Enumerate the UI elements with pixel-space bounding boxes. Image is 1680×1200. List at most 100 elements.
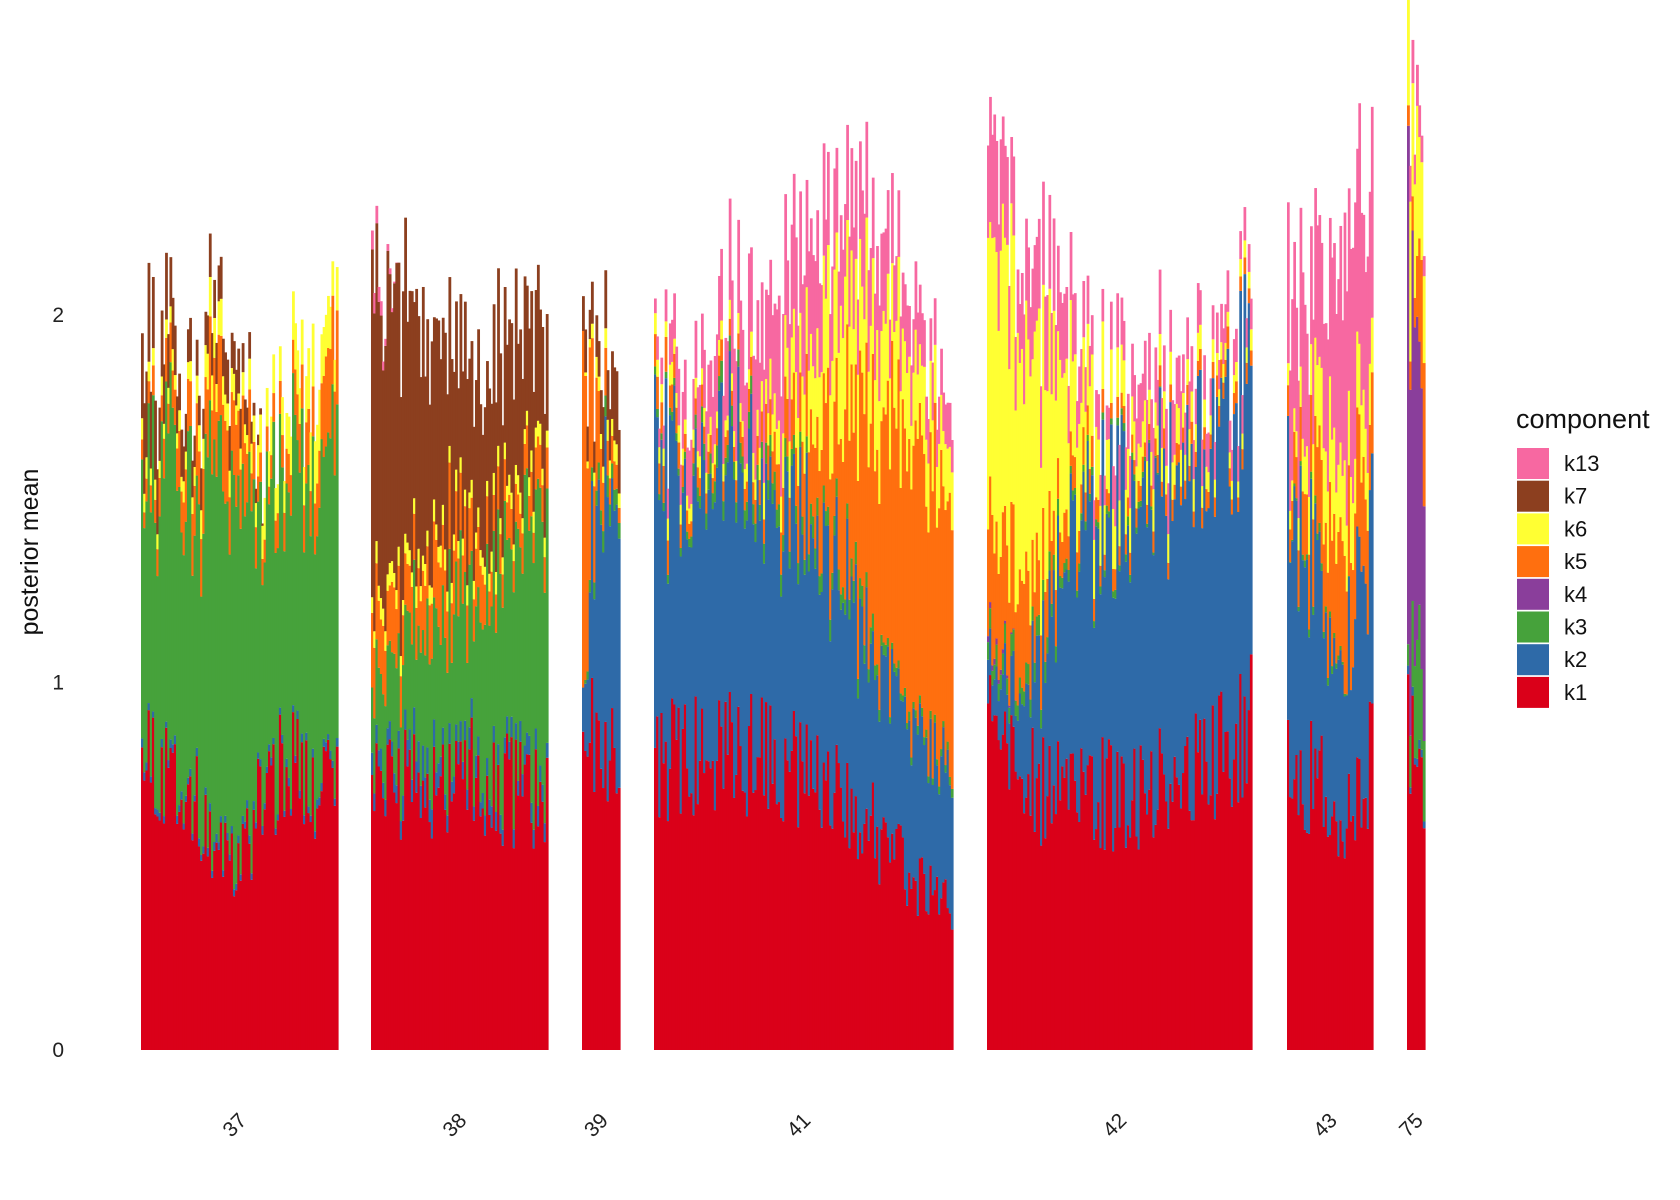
bar-segment-k7	[397, 262, 401, 547]
bar-segment-k7	[483, 407, 487, 567]
bar-segment-k3	[145, 501, 149, 763]
bar-segment-k1	[1339, 820, 1343, 1050]
bar-segment-k5	[419, 601, 423, 653]
bar-segment-k6	[711, 463, 715, 479]
bar-segment-k5	[313, 503, 317, 555]
bar-segment-k13	[711, 396, 715, 464]
bar-segment-k4	[995, 638, 999, 645]
bar-segment-k6	[613, 440, 617, 462]
bar-segment-k5	[1073, 457, 1077, 488]
bar-segment-k13	[1148, 332, 1151, 390]
bar-segment-k3	[300, 408, 304, 734]
bar-segment-k6	[1307, 496, 1311, 555]
bar-segment-k6	[195, 375, 199, 404]
bar-segment-k5	[790, 399, 794, 449]
bar-segment-k13	[780, 396, 783, 497]
bar-segment-k3	[775, 509, 779, 528]
bar-segment-k2	[413, 707, 416, 735]
bar-segment-k5	[490, 571, 494, 607]
bar-segment-k3	[901, 695, 905, 702]
bar-segment-k1	[987, 703, 990, 1050]
bar-segment-k5	[1368, 424, 1372, 491]
bar-segment-k7	[536, 264, 540, 421]
bar-segment-k3	[254, 568, 258, 823]
bar-segment-k3	[803, 559, 807, 575]
bar-segment-k2	[221, 870, 225, 877]
bar-segment-k1	[782, 821, 785, 1050]
bar-segment-k1	[316, 808, 319, 1050]
bar-segment-k5	[1069, 431, 1073, 466]
bar-segment-k5	[1135, 508, 1139, 528]
bar-segment-k2	[1031, 620, 1035, 728]
bar-segment-k2	[987, 659, 990, 704]
bar-segment-k6	[1237, 481, 1240, 498]
bar-segment-k2	[1232, 414, 1236, 760]
bar-segment-k2	[289, 809, 293, 816]
bar-segment-k6	[1196, 332, 1200, 361]
bar-segment-k2	[160, 738, 164, 748]
bar-segment-k5	[1103, 554, 1107, 571]
bar-segment-k3	[886, 638, 890, 647]
bar-segment-k6	[399, 656, 403, 677]
bar-segment-k13	[1368, 191, 1372, 364]
bar-segment-k5	[730, 390, 734, 406]
bar-segment-k2	[920, 716, 924, 858]
bar-segment-k5	[1018, 569, 1022, 678]
bar-segment-k3	[1014, 700, 1018, 716]
bar-segment-k3	[1114, 589, 1117, 599]
bar-segment-k2	[1105, 513, 1109, 759]
bar-segment-k7	[503, 287, 507, 443]
bar-segment-k6	[692, 429, 696, 448]
bar-segment-k5	[399, 676, 403, 728]
bar-segment-k6	[254, 503, 258, 528]
bar-segment-k3	[677, 468, 681, 476]
bar-segment-k5	[683, 433, 687, 452]
bar-segment-k5	[878, 504, 881, 710]
bar-segment-k5	[987, 529, 990, 637]
bar-segment-k7	[486, 361, 489, 481]
bar-segment-k1	[501, 845, 505, 1050]
bar-segment-k2	[1196, 375, 1200, 753]
bar-segment-k5	[933, 402, 937, 715]
bar-segment-k6	[617, 493, 621, 508]
bar-segment-k5	[1071, 455, 1075, 491]
bar-segment-k6	[1014, 410, 1018, 613]
bar-segment-k1	[377, 766, 381, 1050]
bar-segment-k1	[1069, 753, 1073, 1050]
bar-segment-k6	[510, 492, 514, 509]
bar-segment-k5	[261, 558, 265, 586]
bar-segment-k6	[933, 344, 937, 403]
bar-segment-k6	[914, 329, 918, 421]
bar-segment-k3	[762, 543, 766, 564]
bar-segment-k5	[252, 441, 256, 480]
bar-segment-k5	[999, 556, 1003, 670]
bar-segment-k1	[178, 811, 181, 1050]
bar-segment-k6	[327, 295, 330, 348]
bar-segment-k5	[780, 532, 783, 575]
bar-segment-k3	[274, 552, 278, 829]
bar-segment-k5	[597, 391, 601, 463]
bar-segment-k3	[948, 776, 952, 786]
bar-segment-k3	[595, 490, 599, 506]
bar-segment-k2	[267, 744, 271, 752]
bar-segment-k13	[950, 440, 954, 473]
bar-segment-k2	[1010, 655, 1014, 716]
bar-segment-k2	[948, 785, 952, 914]
bar-segment-k6	[239, 448, 243, 470]
bar-segment-k1	[1366, 828, 1370, 1050]
bar-segment-k1	[1169, 783, 1173, 1050]
bar-segment-k2	[929, 718, 933, 866]
bar-segment-k2	[989, 628, 992, 676]
bar-segment-k6	[801, 376, 805, 442]
bar-segment-k2	[608, 526, 612, 761]
bar-segment-k6	[869, 325, 873, 424]
bar-segment-k6	[296, 350, 300, 395]
bar-segment-k5	[329, 349, 333, 439]
bar-segment-k3	[167, 433, 171, 761]
bar-segment-k2	[1194, 467, 1198, 714]
bar-segment-k5	[1046, 578, 1050, 638]
bar-segment-k2	[224, 815, 227, 823]
bar-segment-k2	[822, 502, 826, 763]
bar-segment-k1	[906, 905, 909, 1050]
bar-segment-k13	[1031, 268, 1035, 360]
